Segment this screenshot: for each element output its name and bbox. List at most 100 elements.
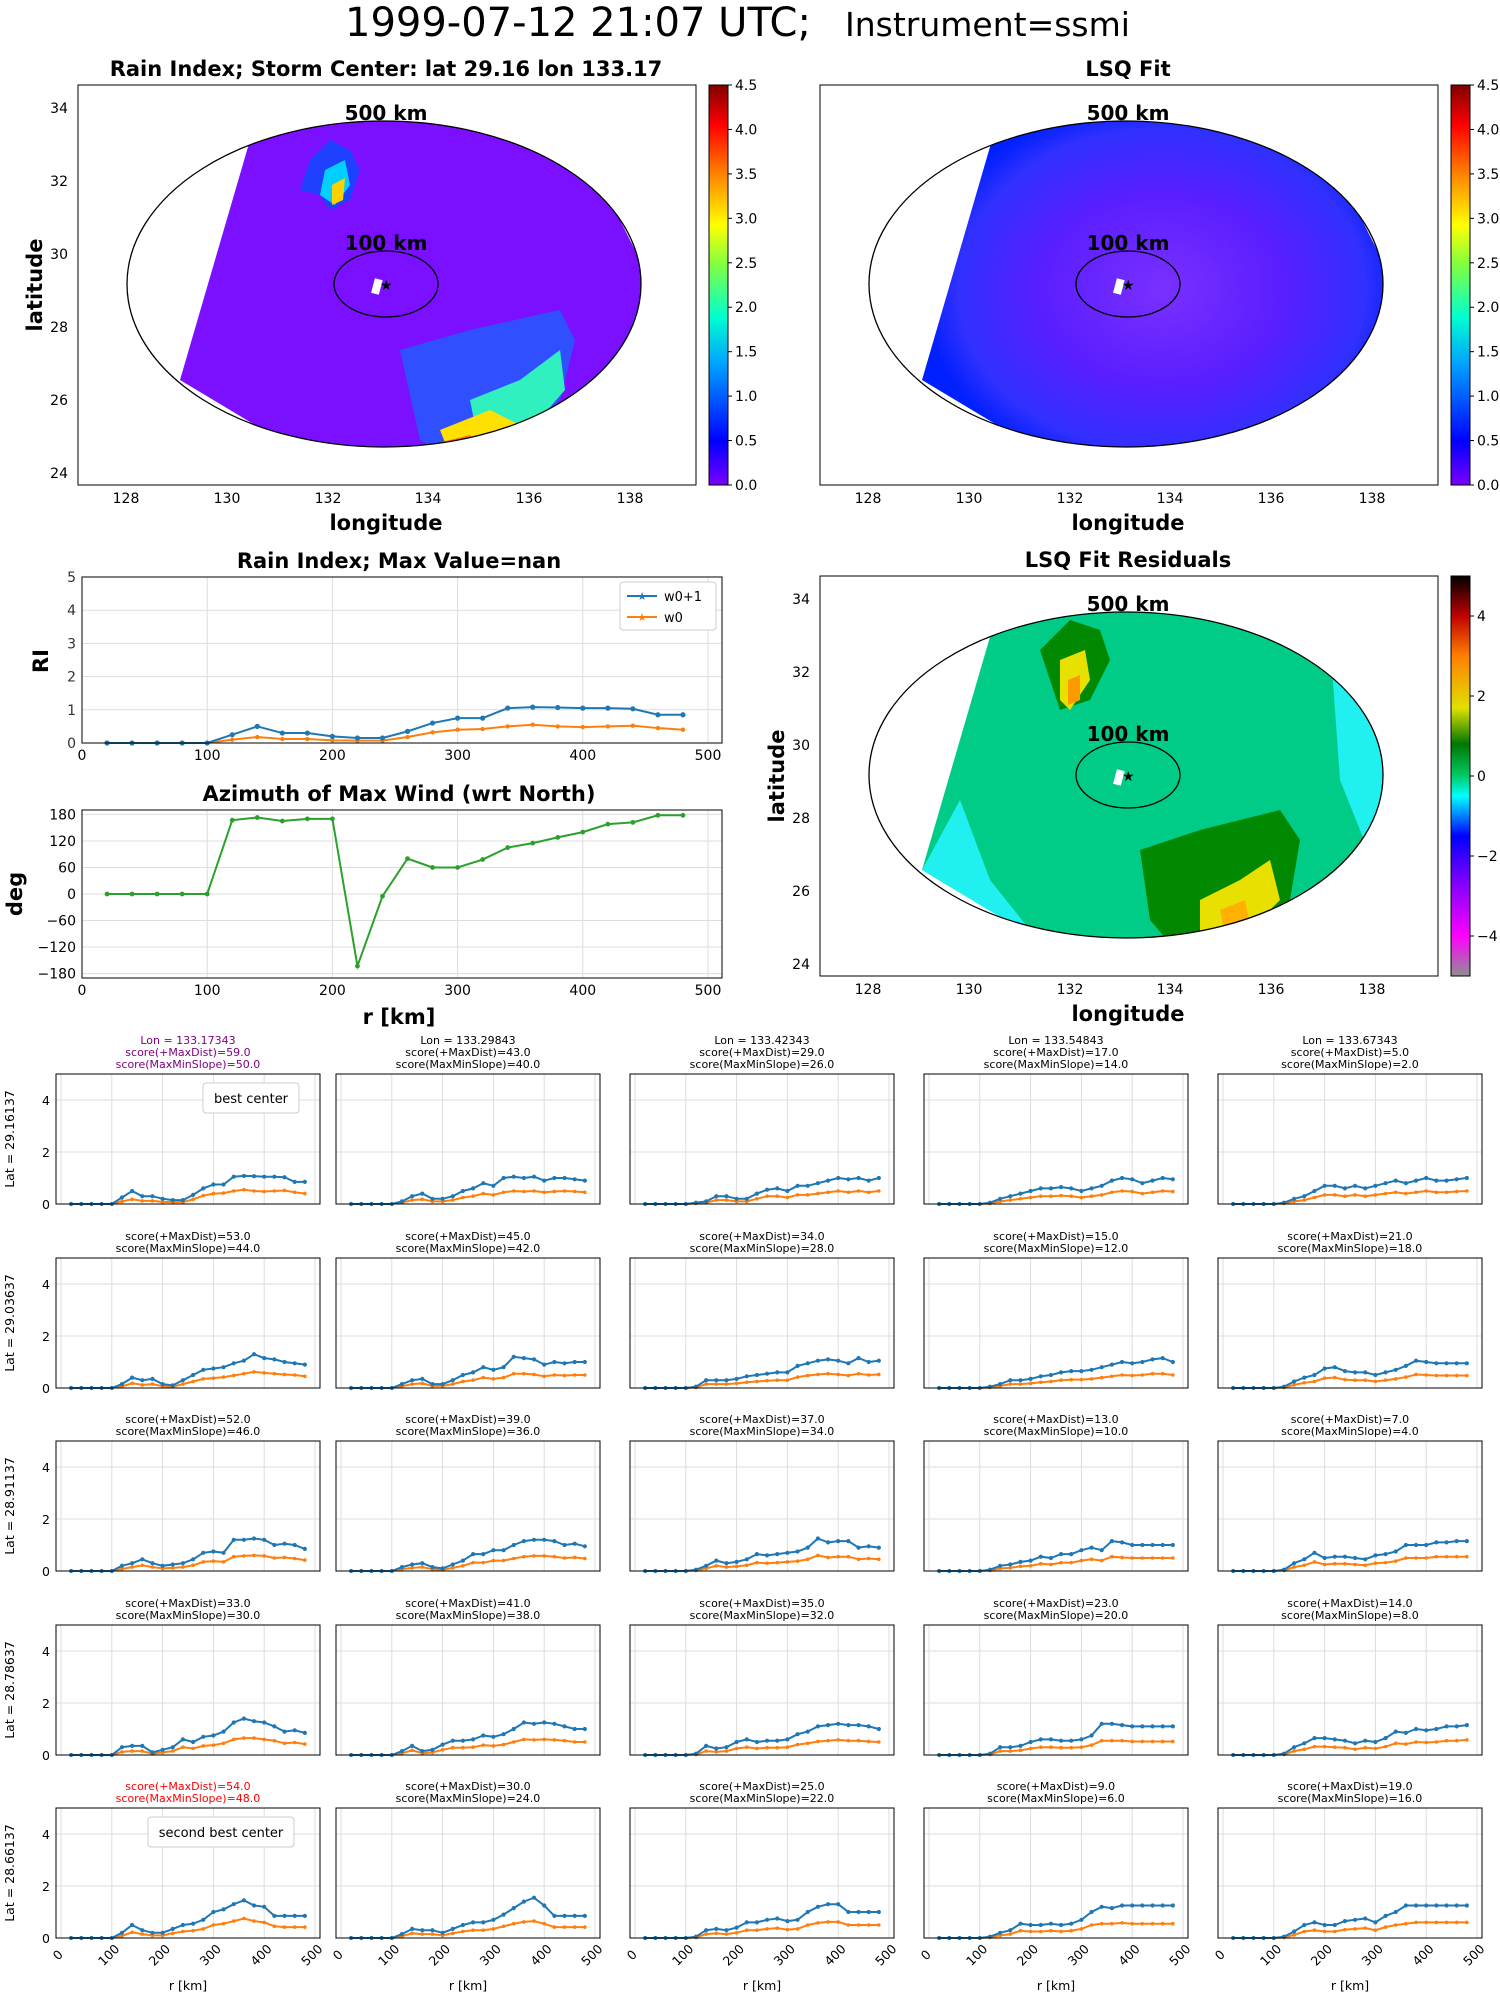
cell-w0p1-point bbox=[491, 1183, 496, 1188]
cell-w0-point bbox=[704, 1932, 708, 1936]
cell-w0p1-point bbox=[1413, 1726, 1419, 1732]
lat-tick: 28 bbox=[50, 320, 68, 336]
cell-w0p1-point bbox=[542, 1903, 547, 1908]
cell-w0p1-point bbox=[1424, 1359, 1429, 1365]
cell-ytick: 0 bbox=[42, 1197, 50, 1212]
cell-w0p1-point bbox=[1403, 1363, 1408, 1368]
cell-w0p1-point bbox=[399, 1749, 405, 1754]
suptitle-instrument: Instrument=ssmi bbox=[845, 5, 1130, 44]
cell-xtick: 400 bbox=[1409, 1941, 1437, 1969]
cell-w0-point bbox=[1110, 1738, 1114, 1743]
cell-w0-point bbox=[866, 1373, 871, 1377]
cell-xtick: 400 bbox=[527, 1941, 555, 1969]
cell-w0p1-point bbox=[1150, 1542, 1155, 1548]
cell-w0p1-point bbox=[1089, 1367, 1094, 1372]
cell-w0-point bbox=[1150, 1556, 1155, 1560]
cell-w0p1-point bbox=[180, 1198, 186, 1203]
cell-w0-point bbox=[272, 1738, 277, 1743]
cell-w0p1-point bbox=[1383, 1181, 1388, 1186]
cell-w0p1-point bbox=[1352, 1741, 1358, 1746]
cell-w0p1-point bbox=[714, 1926, 719, 1931]
lat-tick: 34 bbox=[792, 592, 810, 608]
cell-w0p1-point bbox=[1322, 1555, 1327, 1561]
cell-lon-title: Lon = 133.17343 bbox=[140, 1034, 235, 1047]
cell-w0-point bbox=[303, 1925, 307, 1929]
cell-w0p1-point bbox=[241, 1716, 246, 1721]
ri-w0-point bbox=[580, 724, 585, 730]
cell-w0-point bbox=[1322, 1929, 1327, 1934]
cell-w0-point bbox=[262, 1371, 267, 1375]
rain-ring-100-label: 100 km bbox=[345, 231, 428, 255]
azimuth-point bbox=[455, 865, 460, 870]
grid-cell: score(+MaxDist)=35.0score(MaxMinSlope)=3… bbox=[629, 1597, 895, 1758]
cell-w0p1-point bbox=[1028, 1558, 1033, 1563]
lon-tick: 134 bbox=[415, 491, 442, 507]
cell-w0-point bbox=[410, 1931, 414, 1936]
cell-w0-point bbox=[1069, 1745, 1074, 1750]
cell-w0-point bbox=[282, 1372, 287, 1377]
cell-w0p1-point bbox=[876, 1358, 881, 1363]
cell-w0-point bbox=[542, 1737, 546, 1742]
ri-w0p1-point bbox=[680, 712, 686, 718]
cell-w0-point bbox=[481, 1560, 486, 1565]
cell-w0-point bbox=[552, 1189, 557, 1194]
cell-frame bbox=[55, 1440, 321, 1572]
cell-w0p1-point bbox=[785, 1550, 790, 1555]
cell-frame bbox=[1217, 1440, 1483, 1572]
cell-w0p1-point bbox=[201, 1734, 206, 1739]
lon-tick: 132 bbox=[1057, 491, 1084, 507]
cell-xtick: 500 bbox=[298, 1941, 326, 1969]
cell-w0-point bbox=[552, 1554, 557, 1559]
cell-w0-point bbox=[1383, 1925, 1388, 1929]
cell-w0-point bbox=[1434, 1190, 1439, 1195]
cell-w0-point bbox=[450, 1745, 455, 1750]
cell-w0-point bbox=[461, 1745, 465, 1750]
cell-score: score(MaxMinSlope)=36.0 bbox=[396, 1425, 541, 1438]
cell-w0p1-point bbox=[785, 1370, 790, 1375]
grid-cell: score(+MaxDist)=21.0score(MaxMinSlope)=1… bbox=[1217, 1230, 1483, 1391]
second-best-center-legend: second best center bbox=[159, 1826, 284, 1841]
azimuth-point bbox=[630, 819, 636, 825]
cell-w0p1-point bbox=[150, 1376, 155, 1381]
cell-w0p1-point bbox=[410, 1926, 415, 1931]
cell-w0p1-point bbox=[190, 1372, 196, 1378]
lat-tick: 32 bbox=[792, 665, 810, 681]
ri-xtick: 400 bbox=[569, 748, 596, 764]
cell-w0p1-point bbox=[221, 1729, 226, 1734]
cell-w0-point bbox=[856, 1738, 861, 1743]
az-ytick: −180 bbox=[38, 967, 76, 983]
cell-w0p1-point bbox=[1038, 1737, 1043, 1742]
ri-w0p1-point bbox=[329, 733, 335, 739]
cell-score: score(+MaxDist)=17.0 bbox=[993, 1046, 1118, 1059]
cell-w0-point bbox=[461, 1195, 465, 1200]
cell-w0-point bbox=[877, 1923, 881, 1927]
lsq-ring-500-label: 500 km bbox=[1087, 101, 1170, 125]
cell-w0-point bbox=[242, 1916, 246, 1921]
cell-frame bbox=[1217, 1257, 1483, 1389]
lon-tick: 136 bbox=[1258, 982, 1285, 998]
cell-w0-point bbox=[1160, 1189, 1165, 1193]
cell-frame bbox=[1217, 1807, 1483, 1939]
cell-w0-point bbox=[1160, 1739, 1165, 1744]
cell-w0-point bbox=[765, 1927, 769, 1931]
cell-w0-point bbox=[1312, 1379, 1317, 1384]
cell-w0p1-point bbox=[481, 1365, 486, 1370]
cell-ytick: 2 bbox=[42, 1879, 50, 1894]
cell-w0p1-point bbox=[460, 1558, 466, 1563]
cell-w0p1-point bbox=[399, 1382, 405, 1387]
cell-w0p1-point bbox=[1058, 1922, 1064, 1928]
cell-w0p1-point bbox=[1160, 1903, 1165, 1908]
cell-frame bbox=[923, 1257, 1189, 1389]
cell-w0p1-point bbox=[542, 1720, 547, 1725]
cell-w0p1-point bbox=[582, 1913, 587, 1918]
azimuth-panel: Azimuth of Max Wind (wrt North) 180 120 60… bbox=[3, 782, 723, 1029]
cell-w0-point bbox=[877, 1740, 881, 1744]
cell-w0-point bbox=[775, 1745, 780, 1750]
cell-w0-point bbox=[1038, 1380, 1043, 1385]
cell-score: score(+MaxDist)=34.0 bbox=[699, 1230, 824, 1243]
cell-w0-point bbox=[1008, 1749, 1013, 1753]
cell-w0p1-point bbox=[724, 1378, 729, 1383]
cell-w0-point bbox=[491, 1193, 496, 1197]
cell-w0-point bbox=[211, 1923, 216, 1927]
cell-w0p1-point bbox=[1170, 1177, 1175, 1182]
